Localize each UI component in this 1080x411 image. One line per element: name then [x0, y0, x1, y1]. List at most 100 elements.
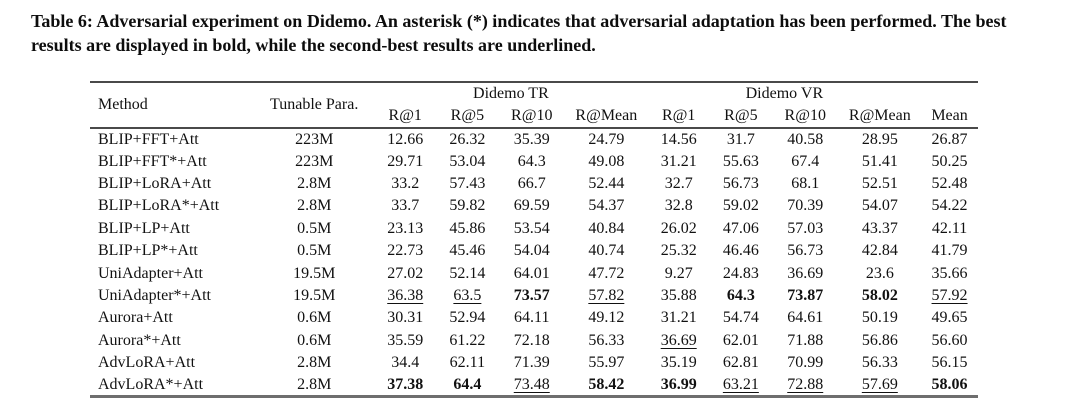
- value-cell: 36.99: [660, 375, 697, 393]
- header-tr-r5: R@5: [450, 107, 485, 124]
- value-cell: 53.54: [513, 219, 550, 237]
- header-group-didemo-vr: Didemo VR: [745, 85, 824, 102]
- value-cell: 73.48: [513, 375, 550, 393]
- value-cell: 56.73: [722, 174, 759, 192]
- value-cell: 70.39: [787, 197, 824, 215]
- method-cell: BLIP+LoRA+Att: [98, 174, 212, 192]
- value-cell: 26.02: [660, 219, 697, 237]
- value-cell: 72.88: [787, 375, 824, 393]
- value-cell: 56.33: [588, 331, 625, 349]
- value-cell: 67.4: [791, 152, 820, 170]
- value-cell: 33.2: [391, 174, 420, 192]
- value-cell: 31.21: [660, 152, 697, 170]
- value-cell: 43.37: [861, 219, 898, 237]
- value-cell: 42.84: [861, 242, 898, 260]
- method-cell: BLIP+LoRA*+Att: [98, 197, 220, 215]
- table-row: BLIP+LP+Att 0.5M 23.13 45.86 53.54 40.84 26.02…: [90, 218, 978, 240]
- tunable-para-cell: 0.5M: [297, 219, 332, 237]
- results-table: Method Tunable Para. Didemo TR Didemo VR…: [90, 81, 978, 399]
- value-cell: 56.73: [787, 242, 824, 260]
- value-cell: 35.88: [660, 286, 697, 304]
- value-cell: 49.08: [588, 152, 625, 170]
- value-cell: 53.04: [449, 152, 486, 170]
- value-cell: 70.99: [787, 354, 824, 372]
- value-cell: 40.58: [787, 130, 824, 148]
- value-cell: 59.82: [449, 197, 486, 215]
- value-cell: 30.31: [387, 309, 424, 327]
- table-caption: Table 6: Adversarial experiment on Didem…: [31, 11, 1007, 55]
- value-cell: 45.86: [449, 219, 486, 237]
- table-row: UniAdapter+Att 19.5M 27.02 52.14 64.01 47.72 9…: [90, 262, 978, 284]
- method-cell: BLIP+LP+Att: [98, 219, 190, 237]
- header-vr-r1: R@1: [662, 107, 696, 124]
- tunable-para-cell: 2.8M: [297, 354, 332, 372]
- value-cell: 57.82: [588, 286, 625, 304]
- header-vr-r10: R@10: [784, 107, 826, 124]
- value-cell: 62.11: [449, 354, 486, 372]
- value-cell: 64.3: [517, 152, 546, 170]
- value-cell: 56.33: [861, 354, 898, 372]
- value-cell: 62.81: [722, 354, 759, 372]
- tunable-para-cell: 0.6M: [297, 309, 332, 327]
- value-cell: 25.32: [660, 242, 697, 260]
- value-cell: 42.11: [931, 219, 968, 237]
- method-cell: BLIP+FFT+Att: [98, 130, 199, 148]
- value-cell: 47.72: [588, 264, 625, 282]
- value-cell: 24.83: [722, 264, 759, 282]
- value-cell: 33.7: [391, 197, 420, 215]
- value-cell: 24.79: [588, 130, 625, 148]
- table-row: Aurora*+Att 0.6M 35.59 61.22 72.18 56.33 36.69…: [90, 330, 978, 352]
- value-cell: 52.44: [588, 174, 625, 192]
- value-cell: 29.71: [387, 152, 424, 170]
- value-cell: 26.87: [931, 130, 968, 148]
- value-cell: 34.4: [391, 354, 420, 372]
- header-tr-rmean: R@Mean: [575, 107, 638, 124]
- value-cell: 51.41: [861, 152, 898, 170]
- tunable-para-cell: 2.8M: [297, 197, 332, 215]
- value-cell: 57.92: [931, 286, 968, 304]
- value-cell: 35.19: [660, 354, 697, 372]
- value-cell: 64.4: [453, 375, 482, 393]
- table-header: Method Tunable Para. Didemo TR Didemo VR…: [90, 82, 978, 128]
- value-cell: 57.69: [861, 375, 898, 393]
- value-cell: 46.46: [722, 242, 759, 260]
- value-cell: 52.48: [931, 174, 968, 192]
- header-spacer: [921, 82, 978, 105]
- value-cell: 64.01: [513, 264, 550, 282]
- value-cell: 62.01: [722, 331, 759, 349]
- value-cell: 37.38: [387, 375, 424, 393]
- table-row: BLIP+LoRA*+Att 2.8M 33.7 59.82 69.59 54.37 32.…: [90, 195, 978, 217]
- header-tr-r10: R@10: [511, 107, 553, 124]
- tunable-para-cell: 223M: [295, 130, 334, 148]
- value-cell: 22.73: [387, 242, 424, 260]
- value-cell: 9.27: [664, 264, 693, 282]
- header-tr-r1: R@1: [388, 107, 422, 124]
- value-cell: 50.19: [861, 309, 898, 327]
- tunable-para-cell: 19.5M: [293, 286, 336, 304]
- value-cell: 56.15: [931, 354, 968, 372]
- value-cell: 63.5: [453, 286, 482, 304]
- value-cell: 58.02: [861, 286, 898, 304]
- value-cell: 59.02: [722, 197, 759, 215]
- table-row: UniAdapter*+Att 19.5M 36.38 63.5 73.57 57.82 3…: [90, 285, 978, 307]
- method-cell: BLIP+FFT*+Att: [98, 152, 207, 170]
- value-cell: 73.87: [787, 286, 824, 304]
- method-cell: UniAdapter+Att: [98, 264, 203, 282]
- tunable-para-cell: 2.8M: [297, 375, 332, 393]
- method-cell: UniAdapter*+Att: [98, 286, 211, 304]
- value-cell: 54.74: [722, 309, 759, 327]
- tunable-para-cell: 223M: [295, 152, 334, 170]
- value-cell: 54.04: [513, 242, 550, 260]
- value-cell: 12.66: [387, 130, 424, 148]
- value-cell: 28.95: [861, 130, 898, 148]
- value-cell: 36.38: [387, 286, 424, 304]
- value-cell: 56.60: [931, 331, 968, 349]
- value-cell: 61.22: [449, 331, 486, 349]
- value-cell: 54.22: [931, 197, 968, 215]
- value-cell: 35.59: [387, 331, 424, 349]
- value-cell: 45.46: [449, 242, 486, 260]
- table-row: Aurora+Att 0.6M 30.31 52.94 64.11 49.12 31.21 5…: [90, 307, 978, 329]
- value-cell: 14.56: [660, 130, 697, 148]
- header-group-didemo-tr: Didemo TR: [473, 85, 549, 102]
